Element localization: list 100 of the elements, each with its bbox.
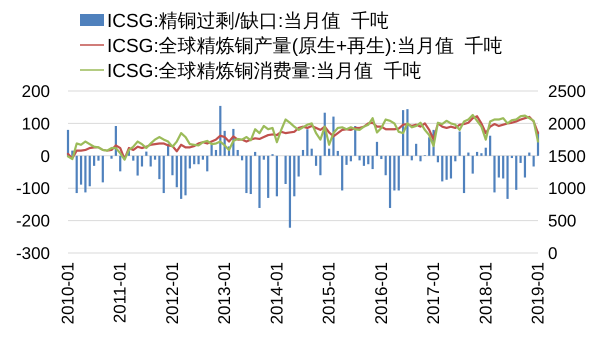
- bar: [467, 152, 470, 156]
- bar: [376, 142, 378, 156]
- bar: [454, 156, 456, 162]
- legend-label: ICSG:全球精炼铜消费量:当月值 千吨: [107, 61, 422, 82]
- bar: [214, 150, 218, 156]
- y-tick-label: -300: [16, 244, 50, 263]
- y2-tick-label: 1000: [548, 179, 586, 198]
- bar: [524, 156, 526, 178]
- y2-tick-label: 0: [548, 244, 558, 263]
- bar: [350, 156, 352, 162]
- bar: [145, 152, 148, 156]
- bar: [493, 156, 496, 192]
- bar: [419, 156, 422, 162]
- bar: [428, 137, 430, 156]
- bar: [258, 156, 261, 208]
- x-tick-label: 2018-01: [476, 262, 496, 324]
- bar: [506, 156, 509, 199]
- bar: [480, 153, 483, 156]
- bar: [284, 156, 287, 184]
- bar: [446, 156, 448, 180]
- y-tick-label: 200: [22, 82, 50, 101]
- bar: [136, 156, 139, 176]
- bar: [267, 156, 270, 198]
- x-tick-label: 2017-01: [424, 262, 444, 324]
- bar: [436, 156, 440, 162]
- bar: [102, 156, 104, 182]
- legend-label: ICSG:精铜过剩/缺口:当月值 千吨: [107, 11, 389, 32]
- x-tick-label: 2013-01: [215, 262, 234, 324]
- y2-tick-label: 2000: [548, 114, 586, 134]
- bar: [298, 156, 300, 177]
- bar: [236, 150, 239, 156]
- bar: [528, 152, 530, 156]
- bar: [262, 156, 265, 160]
- bar: [306, 129, 308, 156]
- x-tick-label: 2019-01: [528, 262, 548, 324]
- x-tick-label: 2010-01: [58, 262, 78, 324]
- bar: [162, 156, 165, 194]
- bar: [328, 148, 330, 156]
- y2-tick-label: 1500: [548, 146, 586, 166]
- bar: [302, 150, 304, 156]
- bar: [345, 156, 348, 165]
- bar: [310, 148, 313, 156]
- bar: [150, 156, 152, 166]
- bar: [502, 156, 504, 178]
- bar: [489, 136, 492, 156]
- bar: [176, 156, 178, 188]
- bar: [184, 156, 187, 196]
- bar: [393, 156, 396, 190]
- x-tick-label: 2015-01: [320, 262, 339, 324]
- bar: [76, 156, 78, 194]
- y2-tick-label: 2500: [548, 82, 586, 101]
- bar: [415, 144, 418, 156]
- bar: [250, 156, 252, 194]
- bar: [476, 152, 478, 156]
- bar: [188, 156, 191, 168]
- bar: [441, 156, 444, 182]
- bar: [206, 156, 208, 172]
- x-tick-label: 2011-01: [110, 262, 130, 324]
- bar: [410, 156, 413, 160]
- bar: [336, 150, 339, 156]
- bar: [210, 144, 213, 156]
- bar: [498, 156, 500, 178]
- bar: [193, 156, 196, 164]
- bar: [367, 156, 370, 164]
- bar: [484, 148, 487, 156]
- y-tick-label: -100: [16, 179, 50, 198]
- legend-label: ICSG:全球精炼铜产量(原生+再生):当月值 千吨: [107, 36, 502, 57]
- bar: [398, 156, 400, 190]
- bar: [254, 152, 256, 156]
- y2-tick-label: 500: [548, 212, 576, 231]
- bar: [458, 132, 461, 156]
- bar: [384, 156, 387, 176]
- bar: [240, 156, 244, 160]
- bar: [88, 156, 91, 186]
- bar: [515, 156, 518, 190]
- bar: [180, 156, 182, 199]
- x-tick-label: 2012-01: [162, 262, 182, 324]
- bar: [314, 156, 318, 166]
- bar: [158, 156, 160, 180]
- bar: [341, 156, 344, 190]
- bar: [462, 156, 466, 194]
- bar: [362, 156, 366, 166]
- bar: [80, 156, 82, 185]
- bar: [450, 156, 452, 178]
- bar: [93, 156, 96, 166]
- y-tick-label: 100: [22, 114, 50, 134]
- bar: [84, 156, 87, 192]
- x-tick-label: 2014-01: [267, 262, 286, 324]
- bar: [276, 156, 278, 196]
- bar: [472, 156, 474, 174]
- bar: [358, 156, 361, 160]
- bar: [288, 156, 292, 228]
- bar: [132, 156, 134, 161]
- bar: [388, 156, 392, 208]
- bar: [380, 156, 382, 160]
- x-tick-label: 2016-01: [372, 262, 391, 324]
- y-tick-label: -200: [16, 212, 50, 231]
- bar: [245, 156, 248, 194]
- bar: [293, 156, 296, 196]
- bar: [119, 156, 122, 172]
